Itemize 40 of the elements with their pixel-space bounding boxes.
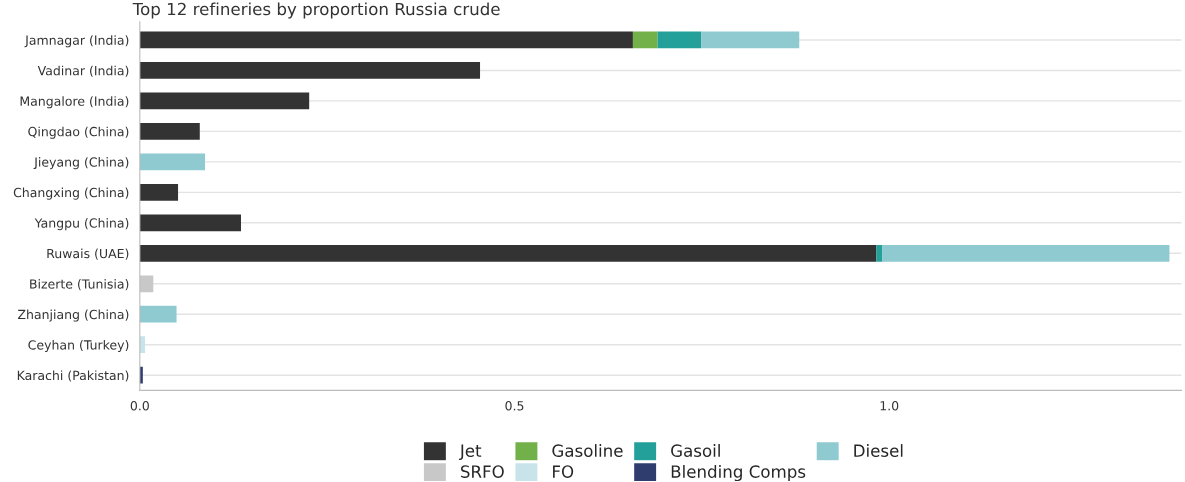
legend-label: Diesel	[854, 444, 903, 457]
y-tick-label: Jamnagar (India)	[24, 35, 129, 48]
bar	[139, 62, 481, 79]
y-tick-label: Qingdao (China)	[28, 126, 129, 139]
chart-title: Top 12 refineries by proportion Russia crude	[132, 2, 500, 19]
bar	[657, 31, 702, 49]
y-tick-label: Ruwais (UAE)	[47, 248, 129, 260]
y-tick-label: Vadinar (India)	[37, 65, 129, 77]
y-tick-label: Yangpu (China)	[34, 218, 129, 231]
legend-label: SRFO	[460, 465, 504, 478]
bar	[139, 336, 146, 354]
y-tick-label: Zhanjiang (China)	[18, 309, 129, 322]
y-tick-label: Bizerte (Tunisia)	[30, 279, 129, 291]
bar	[139, 275, 154, 293]
y-tick-label: Karachi (Pakistan)	[17, 370, 129, 382]
bar	[139, 31, 633, 49]
bar	[882, 244, 1170, 262]
x-tick-label: 0.0	[130, 401, 149, 411]
x-tick-label: 1.0	[880, 401, 899, 411]
bar	[139, 214, 241, 232]
bar	[876, 244, 883, 262]
legend-label: Gasoil	[671, 444, 720, 457]
y-tick-label: Jieyang (China)	[33, 157, 129, 170]
legend-label: FO	[553, 465, 574, 478]
y-tick-label: Changxing (China)	[13, 187, 129, 200]
bar	[632, 31, 658, 49]
legend-label: Jet	[459, 444, 482, 461]
bar	[139, 153, 206, 171]
bar	[139, 305, 177, 323]
bar	[139, 92, 310, 110]
bar	[139, 244, 877, 262]
x-tick-label: 0.5	[505, 401, 524, 411]
bar	[701, 31, 800, 49]
y-tick-label: Ceyhan (Turkey)	[28, 339, 129, 353]
y-tick-label: Mangalore (India)	[20, 96, 129, 109]
legend-label: Blending Comps	[671, 464, 806, 482]
bar	[139, 123, 200, 140]
bar	[139, 366, 143, 384]
legend-label: Gasoline	[552, 444, 623, 457]
bar	[139, 183, 179, 201]
